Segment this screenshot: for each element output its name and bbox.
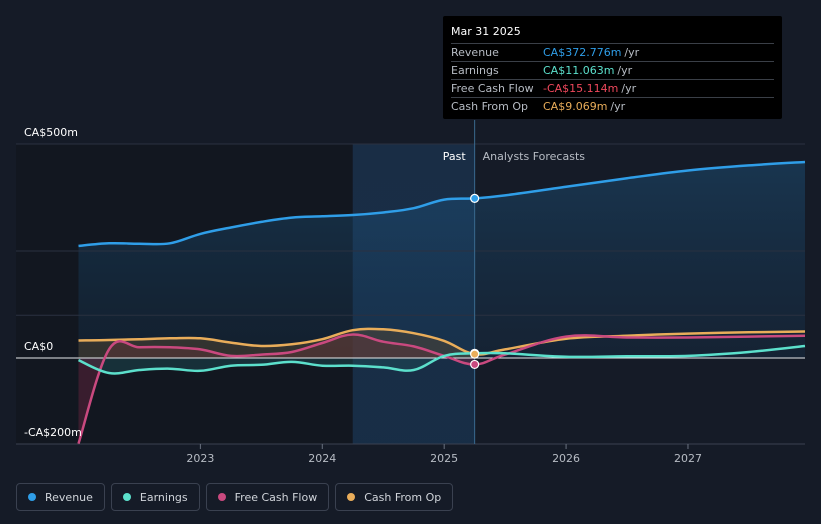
legend: Revenue Earnings Free Cash Flow Cash Fro… (16, 483, 454, 511)
legend-label: Revenue (45, 490, 93, 504)
tooltip-label: Free Cash Flow (451, 82, 534, 95)
tooltip: Mar 31 2025 Revenue CA$372.776m /yr Earn… (443, 16, 782, 119)
tooltip-unit: /yr (624, 46, 640, 59)
x-tick-label-2027: 2027 (674, 452, 702, 465)
legend-item-earnings[interactable]: Earnings (110, 483, 200, 511)
legend-item-cash-from-op[interactable]: Cash From Op (335, 483, 454, 511)
free-cash-flow-line (77, 333, 806, 444)
legend-label: Cash From Op (364, 490, 442, 504)
forecast-label: Analysts Forecasts (483, 150, 586, 163)
tooltip-unit: /yr (610, 100, 626, 113)
revenue-marker (470, 193, 480, 203)
tooltip-value: CA$11.063m (543, 64, 615, 77)
tooltip-row-earnings: Earnings CA$11.063m /yr (451, 61, 774, 79)
legend-dot-icon (28, 493, 36, 501)
tooltip-label: Earnings (451, 64, 499, 77)
revenue-area (78, 162, 805, 358)
tooltip-value: -CA$15.114m (543, 82, 619, 95)
tooltip-row-revenue: Revenue CA$372.776m /yr (451, 43, 774, 61)
y-tick-label-0: CA$0 (24, 340, 53, 353)
y-tick-label-neg200: -CA$200m (24, 426, 82, 439)
legend-dot-icon (122, 493, 131, 501)
earnings-line (77, 344, 806, 375)
tooltip-unit: /yr (621, 82, 637, 95)
legend-dot-icon (347, 493, 356, 501)
cash-from-op-area (78, 328, 475, 358)
free-cash-flow-marker (470, 359, 480, 370)
tooltip-label: Cash From Op (451, 100, 529, 113)
legend-label: Free Cash Flow (234, 490, 318, 504)
legend-item-revenue[interactable]: Revenue (16, 483, 105, 511)
past-label: Past (443, 150, 467, 163)
tooltip-row-cash-from-op: Cash From Op CA$9.069m /yr (451, 97, 774, 115)
cash-from-op-line (78, 327, 806, 356)
x-tick-label-2025: 2025 (430, 452, 458, 465)
tooltip-unit: /yr (617, 64, 633, 77)
tooltip-date: Mar 31 2025 (451, 25, 521, 38)
free-cash-flow-area (78, 334, 475, 444)
cash-from-op-marker (470, 349, 480, 359)
revenue-line (78, 160, 806, 248)
x-tick-label-2026: 2026 (552, 452, 580, 465)
x-tick-label-2023: 2023 (186, 452, 214, 465)
legend-dot-icon (217, 493, 226, 501)
legend-label: Earnings (139, 490, 188, 504)
tooltip-value: CA$372.776m (543, 46, 622, 59)
x-tick-label-2024: 2024 (308, 452, 336, 465)
legend-item-free-cash-flow[interactable]: Free Cash Flow (205, 483, 330, 511)
tooltip-row-free-cash-flow: Free Cash Flow -CA$15.114m /yr (451, 79, 774, 97)
tooltip-value: CA$9.069m (543, 100, 608, 113)
tooltip-label: Revenue (451, 46, 499, 59)
y-tick-label-500: CA$500m (24, 126, 78, 139)
